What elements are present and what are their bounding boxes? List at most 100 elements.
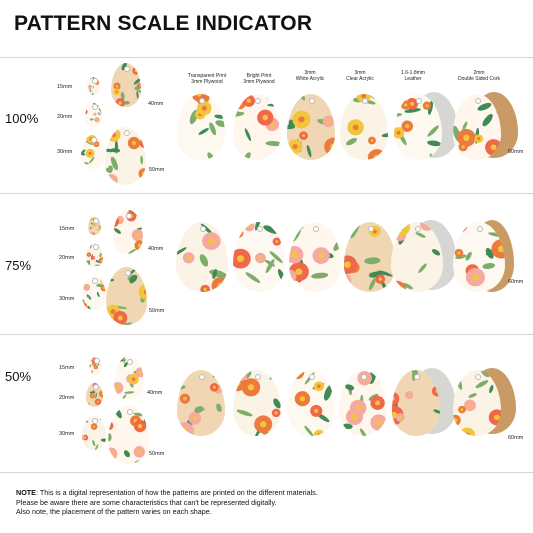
size-label-30: 30mm bbox=[57, 149, 73, 155]
hanging-hole bbox=[93, 358, 100, 365]
floral-teardrop-icon bbox=[88, 217, 101, 235]
scale-label: 75% bbox=[5, 258, 32, 273]
divider bbox=[0, 334, 533, 335]
floral-teardrop-icon bbox=[339, 370, 387, 436]
floral-teardrop-icon bbox=[453, 222, 505, 292]
hanging-hole bbox=[477, 226, 483, 233]
hanging-hole bbox=[475, 373, 481, 380]
material-label: Transparent Print 3mm Plywood bbox=[187, 73, 227, 85]
hanging-hole bbox=[255, 373, 261, 380]
material-label: Bright Print 3mm Plywood bbox=[243, 73, 275, 85]
size-label-40: 40mm bbox=[148, 101, 164, 107]
hanging-hole bbox=[475, 97, 481, 104]
floral-teardrop-icon bbox=[233, 94, 281, 160]
hanging-hole bbox=[91, 104, 98, 111]
hanging-hole bbox=[91, 137, 97, 144]
hanging-hole bbox=[92, 384, 99, 391]
hanging-hole bbox=[92, 218, 99, 225]
size-label-15: 15mm bbox=[57, 84, 73, 90]
hanging-hole bbox=[309, 373, 315, 380]
hanging-hole bbox=[91, 78, 98, 85]
floral-teardrop-icon bbox=[113, 210, 143, 254]
hanging-hole bbox=[92, 244, 99, 251]
size-label-50: 50mm bbox=[149, 167, 165, 173]
hanging-hole bbox=[124, 65, 130, 72]
floral-teardrop-icon bbox=[287, 370, 335, 436]
divider bbox=[0, 193, 533, 194]
hanging-hole bbox=[124, 270, 131, 277]
floral-teardrop-icon bbox=[233, 370, 281, 436]
divider bbox=[0, 57, 533, 58]
floral-teardrop-icon bbox=[177, 94, 225, 160]
floral-teardrop-icon bbox=[82, 276, 106, 310]
material-label: 1.6-1.8mm Leather bbox=[401, 70, 425, 82]
floral-teardrop-icon bbox=[82, 416, 106, 450]
scale-section-75: 75% 15mm 20mm 30mm 40mm 50mm 60mm bbox=[0, 193, 533, 334]
floral-teardrop-icon bbox=[89, 357, 102, 375]
floral-teardrop-icon bbox=[453, 94, 501, 160]
floral-teardrop-icon bbox=[453, 370, 501, 436]
floral-teardrop-icon bbox=[114, 356, 144, 400]
hanging-hole bbox=[416, 97, 422, 104]
hanging-hole bbox=[126, 212, 132, 219]
hanging-hole bbox=[92, 278, 98, 285]
material-label: 2mm Double Sided Cork bbox=[458, 70, 500, 82]
size-label-40: 40mm bbox=[147, 390, 163, 396]
floral-teardrop-icon bbox=[106, 267, 147, 325]
hanging-hole bbox=[199, 97, 205, 104]
hanging-hole bbox=[126, 409, 133, 416]
size-label-50: 50mm bbox=[149, 308, 165, 314]
floral-teardrop-icon bbox=[287, 94, 335, 160]
divider bbox=[0, 472, 533, 473]
size-label-40: 40mm bbox=[148, 246, 164, 252]
hanging-hole bbox=[123, 130, 130, 137]
floral-teardrop-icon bbox=[85, 103, 102, 127]
hanging-hole bbox=[415, 226, 421, 233]
material-label: 3mm Clear Acrylic bbox=[346, 70, 374, 82]
hanging-hole bbox=[309, 97, 315, 104]
floral-teardrop-icon bbox=[87, 77, 100, 95]
note-label: NOTE bbox=[16, 488, 36, 497]
material-label: 3mm White Acrylic bbox=[295, 70, 325, 82]
floral-teardrop-icon bbox=[391, 222, 443, 292]
scale-section-100: 100% 15mm 20mm 30mm 40mm 50mm Transparen… bbox=[0, 57, 533, 193]
scale-label: 50% bbox=[5, 369, 32, 384]
floral-teardrop-icon bbox=[344, 222, 396, 292]
floral-teardrop-icon bbox=[176, 222, 228, 292]
floral-teardrop-icon bbox=[105, 127, 146, 185]
hanging-hole bbox=[414, 373, 420, 380]
size-label-30: 30mm bbox=[59, 431, 75, 437]
floral-teardrop-icon bbox=[111, 63, 141, 107]
floral-teardrop-icon bbox=[392, 370, 440, 436]
hanging-hole bbox=[255, 97, 261, 104]
size-label-60: 60mm bbox=[508, 435, 524, 441]
size-label-50: 50mm bbox=[149, 451, 165, 457]
hanging-hole bbox=[257, 226, 263, 233]
hanging-hole bbox=[200, 226, 206, 233]
floral-teardrop-icon bbox=[233, 222, 285, 292]
floral-teardrop-icon bbox=[86, 383, 103, 407]
floral-teardrop-icon bbox=[394, 94, 442, 160]
hanging-hole bbox=[368, 226, 374, 233]
size-label-20: 20mm bbox=[59, 395, 75, 401]
floral-teardrop-icon bbox=[177, 370, 225, 436]
size-label-60: 60mm bbox=[508, 279, 524, 285]
scale-section-50: 50% 15mm 20mm 30mm 40mm 50mm 60mm bbox=[0, 334, 533, 472]
note-text: NOTE: This is a digital representation o… bbox=[16, 488, 318, 517]
hanging-hole bbox=[361, 373, 367, 380]
size-label-30: 30mm bbox=[59, 296, 75, 302]
size-label-15: 15mm bbox=[59, 226, 75, 232]
size-label-20: 20mm bbox=[57, 114, 73, 120]
hanging-hole bbox=[127, 358, 133, 365]
size-label-20: 20mm bbox=[59, 255, 75, 261]
floral-teardrop-icon bbox=[108, 406, 149, 464]
floral-teardrop-icon bbox=[86, 243, 103, 267]
hanging-hole bbox=[92, 418, 98, 425]
hanging-hole bbox=[362, 97, 368, 104]
size-label-60: 60mm bbox=[508, 149, 524, 155]
hanging-hole bbox=[313, 226, 319, 233]
floral-teardrop-icon bbox=[340, 94, 388, 160]
floral-teardrop-icon bbox=[289, 222, 341, 292]
size-label-15: 15mm bbox=[59, 365, 75, 371]
floral-teardrop-icon bbox=[81, 135, 105, 169]
